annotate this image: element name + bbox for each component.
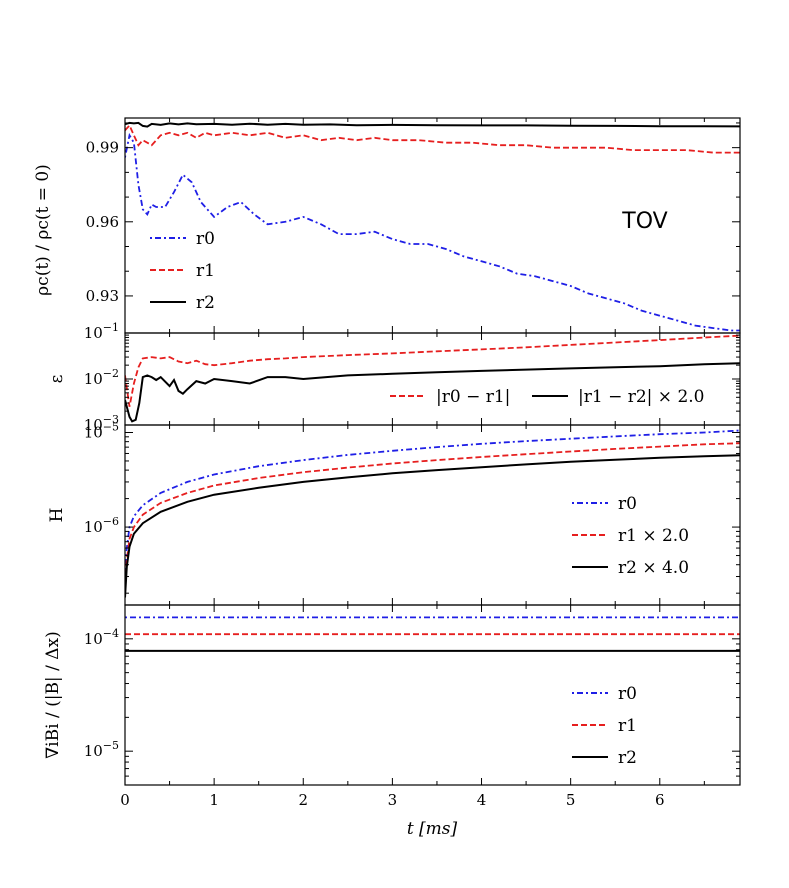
legend-item-r0: r0: [572, 494, 637, 514]
legend-item-r2: r2: [572, 748, 637, 768]
y-axis-label: ε: [47, 374, 67, 383]
legend-label: |r1 − r2| × 2.0: [578, 387, 704, 407]
series-line-r2: [125, 121, 740, 128]
panel-frame: [124, 424, 741, 606]
legend-item-r0: r0: [572, 684, 637, 704]
legend-label: r2: [196, 293, 215, 313]
y-tick-base: 10: [84, 630, 103, 648]
y-tick-base: 10: [84, 742, 103, 760]
legend-item-r1: r1 × 2.0: [572, 526, 689, 546]
x-axis: 0 1 2 3 4 5 6: [120, 791, 664, 809]
y-tick-label: 10−2: [84, 367, 119, 388]
series-line-r2: [125, 454, 740, 598]
x-axis-label: t [ms]: [407, 819, 458, 839]
legend-label: r2 × 4.0: [618, 558, 689, 578]
y-tick-exponent: −5: [103, 739, 119, 752]
legend-item-r1: r1: [150, 261, 215, 281]
y-tick-exponent: −5: [103, 420, 119, 433]
y-tick-label: 10−4: [84, 627, 119, 648]
series-line-r0: [125, 429, 740, 585]
series-line-r1: [125, 123, 740, 154]
series-line-r0: [125, 132, 740, 332]
y-tick-base: 10: [84, 416, 103, 434]
y-tick-label: 10−3: [84, 413, 119, 434]
series-line-r2: [125, 362, 740, 423]
x-tick-label: 5: [566, 791, 576, 809]
legend-item-r2: |r1 − r2| × 2.0: [532, 387, 704, 407]
panel-frame: [124, 604, 741, 786]
panel-error: 10−110−210−3 ε |r0 − r1| |r1 − r2| × 2.0: [47, 321, 741, 434]
y-tick-exponent: −1: [103, 321, 119, 334]
series-line-r1: [125, 442, 740, 594]
y-tick-base: 10: [84, 370, 103, 388]
legend-item-r1: r1: [572, 716, 637, 736]
y-axis-label: ∇iBi / (|B| / Δx): [43, 631, 63, 758]
y-tick-label: 10−5: [84, 739, 119, 760]
legend-item-r1: |r0 − r1|: [390, 387, 510, 407]
y-tick-label: 0.93: [86, 287, 119, 305]
y-axis-label: ρc(t) / ρc(t = 0): [33, 164, 53, 296]
y-tick-exponent: −6: [103, 515, 119, 528]
y-tick-base: 10: [84, 324, 103, 342]
x-tick-label: 3: [388, 791, 398, 809]
legend-label: r0: [618, 684, 637, 704]
y-tick-base: 10: [84, 518, 103, 536]
legend-label: r2: [618, 748, 637, 768]
legend-label: r0: [196, 229, 215, 249]
y-tick-label: 0.96: [86, 213, 119, 231]
tov-annotation: TOV: [621, 209, 667, 234]
y-tick-base: 10: [84, 423, 103, 441]
y-tick-label: 10−6: [84, 515, 119, 536]
legend-label: r1: [618, 716, 637, 736]
panel-central-density: 0.93 0.96 0.99 ρc(t) / ρc(t = 0) TOV r0 r1 r…: [33, 117, 741, 334]
x-tick-label: 1: [209, 791, 219, 809]
y-tick-label: 0.99: [86, 139, 119, 157]
x-tick-label: 2: [298, 791, 308, 809]
legend-label: r1 × 2.0: [618, 526, 689, 546]
y-tick-exponent: −2: [103, 367, 119, 380]
legend-item-r2: r2 × 4.0: [572, 558, 689, 578]
legend-label: r0: [618, 494, 637, 514]
y-tick-exponent: −3: [103, 413, 119, 426]
legend-item-r2: r2: [150, 293, 215, 313]
legend-label: |r0 − r1|: [436, 387, 510, 407]
series-line-r1: [125, 334, 740, 407]
x-tick-label: 0: [120, 791, 130, 809]
legend-label: r1: [196, 261, 215, 281]
x-tick-label: 4: [477, 791, 487, 809]
y-tick-label: 10−1: [84, 321, 119, 342]
y-axis-label: H: [47, 508, 67, 523]
y-tick-exponent: −4: [103, 627, 119, 640]
x-tick-label: 6: [655, 791, 665, 809]
y-tick-label: 10−5: [84, 420, 119, 441]
legend-item-r0: r0: [150, 229, 215, 249]
